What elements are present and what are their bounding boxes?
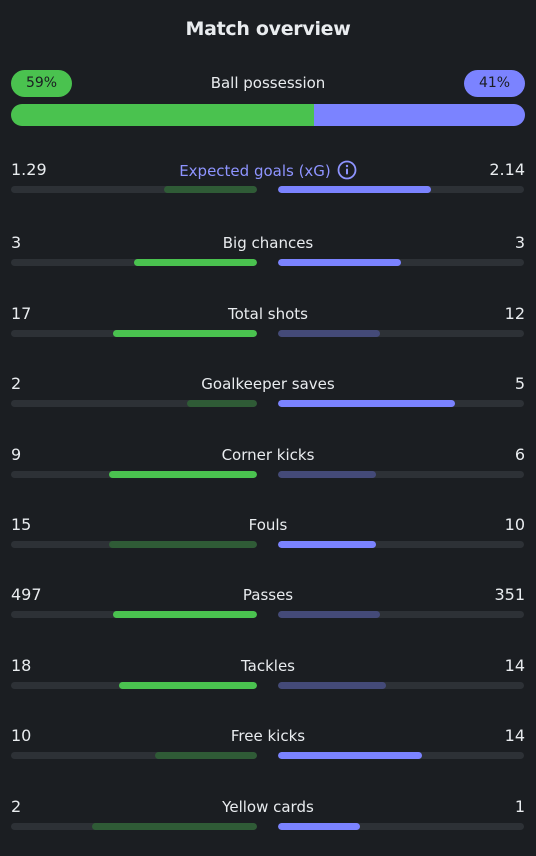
home-bar-fill (163, 186, 257, 193)
home-value: 9 (11, 445, 22, 464)
away-bar-fill (278, 471, 377, 478)
stat-label-text: Passes (242, 586, 294, 604)
stat-label-text: Total shots (228, 305, 308, 323)
away-value: 5 (514, 374, 525, 393)
stat-label: Passes (11, 585, 525, 605)
home-value: 10 (11, 726, 32, 745)
away-bar-track (278, 259, 524, 266)
away-bar-track (278, 400, 524, 407)
stat-label[interactable]: Expected goals (xG) (11, 160, 525, 181)
home-value: 1.29 (11, 160, 47, 179)
home-value: 18 (11, 656, 32, 675)
stat-label-text: Fouls (248, 516, 288, 534)
away-value: 14 (504, 726, 525, 745)
home-bar-track (11, 471, 257, 478)
away-value: 3 (514, 233, 525, 252)
possession-label: Ball possession (210, 74, 326, 92)
stat-label-text: Goalkeeper saves (201, 375, 335, 393)
stat-label-text: Big chances (222, 234, 314, 252)
stat-row: 3 Big chances 3 (11, 233, 525, 283)
stat-row: 9 Corner kicks 6 (11, 445, 525, 495)
home-bar-track (11, 682, 257, 689)
away-bar-track (278, 186, 524, 193)
home-bar-track (11, 186, 257, 193)
home-bar-fill (109, 471, 257, 478)
info-icon[interactable] (337, 160, 357, 180)
stat-label-text: Tackles (240, 657, 296, 675)
home-bar-track (11, 611, 257, 618)
possession-bar-away (314, 104, 525, 126)
away-bar-fill (278, 186, 431, 193)
stat-row: 10 Free kicks 14 (11, 726, 525, 776)
home-possession-badge: 59% (11, 70, 72, 97)
home-bar-track (11, 823, 257, 830)
stat-label: Tackles (11, 656, 525, 676)
stat-row: 1.29 Expected goals (xG) 2.14 (11, 160, 525, 210)
away-bar-track (278, 752, 524, 759)
away-value: 2.14 (489, 160, 525, 179)
away-value: 1 (514, 797, 525, 816)
stat-label-text: Corner kicks (221, 446, 315, 464)
away-bar-track (278, 541, 524, 548)
stat-label: Yellow cards (11, 797, 525, 817)
away-bar-track (278, 682, 524, 689)
home-bar-fill (113, 611, 257, 618)
home-value: 15 (11, 515, 32, 534)
away-value: 14 (504, 656, 525, 675)
away-bar-track (278, 330, 524, 337)
home-bar-fill (134, 259, 257, 266)
possession-header: Ball possession 59% 41% (11, 70, 525, 97)
stat-row: 15 Fouls 10 (11, 515, 525, 565)
page-title: Match overview (185, 18, 351, 40)
away-possession-badge: 41% (464, 70, 525, 97)
stat-label: Free kicks (11, 726, 525, 746)
stat-label: Big chances (11, 233, 525, 253)
home-bar-track (11, 752, 257, 759)
stat-label-text: Yellow cards (222, 798, 314, 816)
home-bar-fill (186, 400, 257, 407)
stat-label: Corner kicks (11, 445, 525, 465)
stat-label: Goalkeeper saves (11, 374, 525, 394)
stat-label: Fouls (11, 515, 525, 535)
away-bar-track (278, 611, 524, 618)
home-value: 3 (11, 233, 22, 252)
stat-label-text: Free kicks (230, 727, 306, 745)
away-bar-track (278, 823, 524, 830)
stat-label: Total shots (11, 304, 525, 324)
away-bar-fill (278, 541, 377, 548)
away-bar-fill (278, 682, 387, 689)
home-bar-track (11, 541, 257, 548)
away-bar-fill (278, 330, 381, 337)
away-value: 6 (514, 445, 525, 464)
away-bar-fill (278, 823, 361, 830)
away-bar-fill (278, 611, 381, 618)
stat-row: 18 Tackles 14 (11, 656, 525, 706)
home-bar-fill (109, 541, 257, 548)
home-bar-fill (154, 752, 257, 759)
home-bar-fill (113, 330, 257, 337)
away-bar-fill (278, 400, 456, 407)
stat-row: 497 Passes 351 (11, 585, 525, 635)
stat-label-text: Expected goals (xG) (179, 162, 331, 180)
possession-bar (11, 104, 525, 126)
stat-row: 2 Goalkeeper saves 5 (11, 374, 525, 424)
home-bar-fill (92, 823, 257, 830)
home-value: 2 (11, 374, 22, 393)
away-bar-track (278, 471, 524, 478)
away-bar-fill (278, 752, 422, 759)
possession-bar-home (11, 104, 315, 126)
away-value: 10 (504, 515, 525, 534)
home-bar-track (11, 330, 257, 337)
home-value: 497 (11, 585, 42, 604)
home-bar-track (11, 259, 257, 266)
away-value: 351 (494, 585, 525, 604)
home-bar-fill (119, 682, 257, 689)
home-value: 17 (11, 304, 32, 323)
away-value: 12 (504, 304, 525, 323)
stat-row: 17 Total shots 12 (11, 304, 525, 354)
home-value: 2 (11, 797, 22, 816)
away-bar-fill (278, 259, 401, 266)
home-bar-track (11, 400, 257, 407)
stat-row: 2 Yellow cards 1 (11, 797, 525, 847)
